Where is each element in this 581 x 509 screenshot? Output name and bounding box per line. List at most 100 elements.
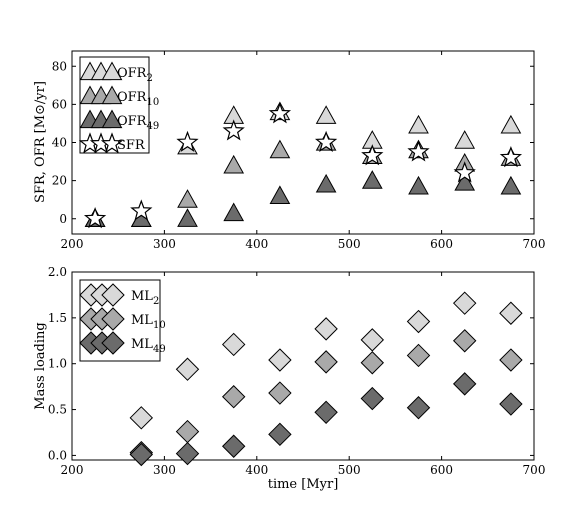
legend-label-main: OFR (117, 90, 148, 105)
data-point-ML10 (268, 381, 292, 405)
ofr-sfr-y-tick-label: 0 (59, 212, 67, 226)
data-point-OFR2 (454, 130, 476, 149)
data-point-OFR2 (408, 114, 429, 134)
mass-loading-x-tick-label: 200 (61, 463, 84, 477)
legend-label-subscript: 2 (153, 296, 159, 307)
legend-marker-OFR10 (101, 85, 123, 105)
data-point-SFR (407, 140, 430, 162)
data-point-ML49 (360, 386, 385, 411)
data-point-SFR (222, 119, 245, 141)
data-point-ML10 (360, 351, 385, 375)
ofr-sfr-y-tick-label: 20 (52, 174, 67, 188)
mass-loading-y-tick-label: 0.0 (48, 448, 67, 462)
legend-label-ML2: ML2 (131, 289, 159, 307)
ofr-sfr-y-tick-label: 80 (52, 59, 67, 73)
data-point-SFR (176, 130, 199, 152)
mass-loading-x-tick-label: 600 (430, 463, 453, 477)
ofr-sfr-x-tick-label: 200 (61, 237, 84, 251)
legend-label-SFR: SFR (117, 138, 146, 153)
mass-loading-y-axis-label: Mass loading (33, 322, 48, 409)
ofr-sfr-x-tick-label: 500 (338, 237, 361, 251)
data-point-OFR49 (408, 175, 429, 195)
data-point-ML2 (360, 328, 385, 352)
ofr-sfr-panel: 200 300 400 500 600 700 0 20 40 60 80 SFR, OFR [M… (33, 50, 546, 251)
mass-loading-y-tick-label: 1.0 (48, 357, 67, 371)
data-point-OFR49 (454, 172, 476, 191)
data-point-SFR (453, 161, 476, 183)
mass-loading-x-tick-label: 700 (523, 463, 546, 477)
mass-loading-x-axis-label: time [Myr] (268, 477, 339, 492)
legend-entry-OFR10: OFR10 (79, 85, 159, 108)
ofr-sfr-x-tick-label: 600 (430, 237, 453, 251)
mass-loading-x-tick-label: 500 (338, 463, 361, 477)
mass-loading-x-ticks: 200 300 400 500 600 700 (61, 272, 546, 477)
legend-entry-ML49: ML49 (79, 331, 166, 355)
legend-label-main: SFR (117, 138, 146, 153)
data-point-ML2 (221, 332, 246, 357)
mass-loading-series-ML10 (129, 329, 523, 465)
legend-entry-SFR: SFR (78, 132, 146, 154)
legend-label-subscript: 49 (146, 121, 159, 132)
mass-loading-panel: 200 300 400 500 600 700 0.0 0.5 1.0 1.5 2.0 Mass … (33, 265, 545, 492)
mass-loading-series-ML2 (129, 291, 523, 430)
data-point-ML2 (129, 406, 154, 430)
data-point-ML10 (452, 329, 477, 353)
mass-loading-axes-frame (71, 271, 535, 461)
legend-entry-ML2: ML2 (79, 283, 159, 307)
ofr-sfr-y-axis-label: SFR, OFR [M⊙/yr] (33, 81, 48, 203)
legend-label-OFR2: OFR2 (117, 66, 153, 84)
data-point-OFR2 (315, 105, 337, 124)
data-point-ML49 (499, 392, 523, 416)
data-point-OFR10 (269, 139, 291, 159)
data-point-SFR (130, 199, 153, 221)
ofr-sfr-x-tick-label: 700 (523, 237, 546, 251)
mass-loading-y-tick-label: 0.5 (48, 403, 67, 417)
legend-label-main: ML (131, 337, 153, 352)
data-point-ML49 (452, 372, 477, 396)
legend-label-subscript: 10 (153, 320, 166, 331)
data-point-OFR49 (223, 202, 245, 222)
mass-loading-x-tick-label: 400 (245, 463, 268, 477)
ofr-sfr-y-ticks: 0 20 40 60 80 (52, 59, 534, 226)
legend-marker-ML49 (101, 331, 125, 355)
data-point-ML2 (268, 348, 292, 372)
legend-marker-OFR49 (101, 109, 123, 129)
data-point-SFR (314, 130, 338, 152)
data-point-OFR49 (315, 173, 337, 193)
data-point-ML10 (221, 385, 246, 409)
data-point-ML2 (452, 291, 477, 315)
legend-label-main: OFR (117, 66, 148, 81)
ofr-sfr-y-tick-label: 40 (52, 136, 67, 150)
data-point-ML49 (314, 400, 338, 425)
legend-label-OFR10: OFR10 (117, 90, 159, 108)
data-point-ML10 (406, 343, 431, 368)
ofr-sfr-y-tick-label: 60 (52, 97, 67, 111)
data-point-ML10 (499, 348, 523, 372)
ofr-sfr-series-SFR (83, 102, 523, 229)
legend-marker-ML2 (101, 283, 125, 307)
ofr-sfr-plot-area (83, 101, 523, 229)
mass-loading-plot-area (129, 291, 523, 467)
legend-entry-OFR49: OFR49 (79, 109, 159, 132)
data-point-OFR10 (177, 189, 198, 208)
mass-loading-series-ML49 (129, 372, 523, 467)
data-point-OFR49 (500, 175, 522, 195)
data-point-OFR10 (223, 154, 245, 174)
data-point-OFR2 (500, 114, 522, 134)
data-point-SFR (499, 146, 523, 168)
data-point-OFR49 (361, 170, 383, 189)
legend-label-main: OFR (117, 114, 148, 129)
data-point-ML2 (406, 309, 431, 334)
legend-entry-OFR2: OFR2 (79, 61, 153, 84)
legend-label-ML49: ML49 (131, 337, 166, 355)
legend-marker-SFR (100, 132, 124, 154)
legend-label-ML10: ML10 (131, 313, 166, 331)
mass-loading-x-tick-label: 300 (153, 463, 176, 477)
legend-label-subscript: 49 (153, 344, 166, 355)
mass-loading-y-tick-label: 1.5 (48, 311, 67, 325)
data-point-ML2 (175, 357, 200, 381)
ofr-sfr-x-tick-label: 300 (153, 237, 176, 251)
